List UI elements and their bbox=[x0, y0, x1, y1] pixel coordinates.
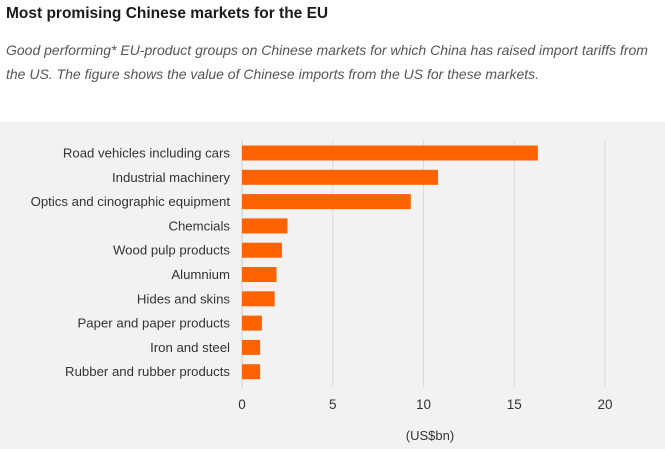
x-tick-label: 15 bbox=[507, 397, 522, 412]
x-tick-label: 0 bbox=[238, 397, 246, 412]
category-label: Paper and paper products bbox=[78, 316, 231, 331]
chart-subtitle: Good performing* EU-product groups on Ch… bbox=[6, 42, 648, 82]
category-label: Road vehicles including cars bbox=[63, 146, 231, 161]
bar bbox=[242, 194, 411, 210]
x-tick-label: 10 bbox=[416, 397, 431, 412]
plot-area: 0 5 10 15 20 Road vehicles including cars Indu… bbox=[0, 122, 665, 449]
bar bbox=[242, 218, 288, 234]
bar bbox=[242, 242, 282, 258]
bar bbox=[242, 315, 262, 331]
bar bbox=[242, 364, 261, 380]
chart-title: Most promising Chinese markets for the E… bbox=[6, 5, 329, 22]
category-label: Chemcials bbox=[168, 218, 230, 233]
category-label: Hides and skins bbox=[137, 291, 230, 306]
x-axis-unit-label: (US$bn) bbox=[406, 428, 454, 443]
x-tick-label: 20 bbox=[597, 397, 612, 412]
category-label: Alumnium bbox=[171, 267, 230, 282]
category-label: Optics and cinographic equipment bbox=[31, 194, 231, 209]
bar bbox=[242, 291, 275, 307]
bar-chart: 0 5 10 15 20 Road vehicles including cars Indu… bbox=[31, 140, 613, 443]
category-label: Rubber and rubber products bbox=[65, 364, 230, 379]
x-tick-label: 5 bbox=[329, 397, 337, 412]
bar bbox=[242, 169, 439, 185]
category-label: Wood pulp products bbox=[113, 243, 230, 258]
bar bbox=[242, 145, 538, 161]
category-label: Iron and steel bbox=[150, 340, 230, 355]
bar bbox=[242, 339, 261, 355]
bar bbox=[242, 267, 277, 282]
category-label: Industrial machinery bbox=[112, 170, 230, 185]
